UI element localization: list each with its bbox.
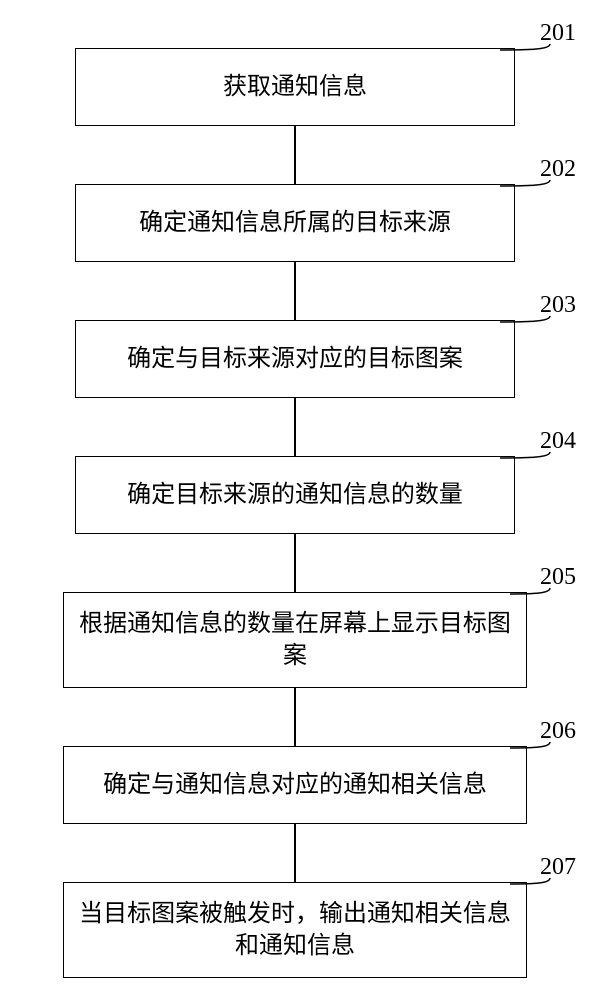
flow-node-n204: 确定目标来源的通知信息的数量: [75, 456, 515, 534]
flowchart-canvas: 获取通知信息 201 确定通知信息所属的目标来源 202 确定与目标来源对应的目标图案 2…: [0, 0, 612, 1000]
flow-node-label-204: 204: [540, 428, 576, 455]
flow-node-label-206: 206: [540, 718, 576, 745]
flow-node-n203: 确定与目标来源对应的目标图案: [75, 320, 515, 398]
flow-node-text: 确定与通知信息对应的通知相关信息: [103, 769, 487, 801]
flow-edge: [294, 824, 296, 882]
flow-node-text: 根据通知信息的数量在屏幕上显示目标图案: [79, 608, 511, 673]
flow-node-label-201: 201: [540, 20, 576, 47]
flow-node-n207: 当目标图案被触发时，输出通知相关信息和通知信息: [63, 882, 527, 978]
flow-node-text: 获取通知信息: [223, 71, 367, 103]
flow-node-label-202: 202: [540, 156, 576, 183]
flow-node-n202: 确定通知信息所属的目标来源: [75, 184, 515, 262]
flow-edge: [294, 126, 296, 184]
flow-edge: [294, 398, 296, 456]
flow-node-n205: 根据通知信息的数量在屏幕上显示目标图案: [63, 592, 527, 688]
flow-node-text: 确定与目标来源对应的目标图案: [127, 343, 463, 375]
flow-edge: [294, 534, 296, 592]
flow-node-text: 当目标图案被触发时，输出通知相关信息和通知信息: [79, 898, 511, 963]
flow-edge: [294, 688, 296, 746]
flow-node-label-203: 203: [540, 292, 576, 319]
flow-node-n206: 确定与通知信息对应的通知相关信息: [63, 746, 527, 824]
flow-node-label-205: 205: [540, 564, 576, 591]
flow-node-n201: 获取通知信息: [75, 48, 515, 126]
flow-node-text: 确定通知信息所属的目标来源: [139, 207, 451, 239]
flow-node-label-207: 207: [540, 854, 576, 881]
flow-edge: [294, 262, 296, 320]
flow-node-text: 确定目标来源的通知信息的数量: [127, 479, 463, 511]
